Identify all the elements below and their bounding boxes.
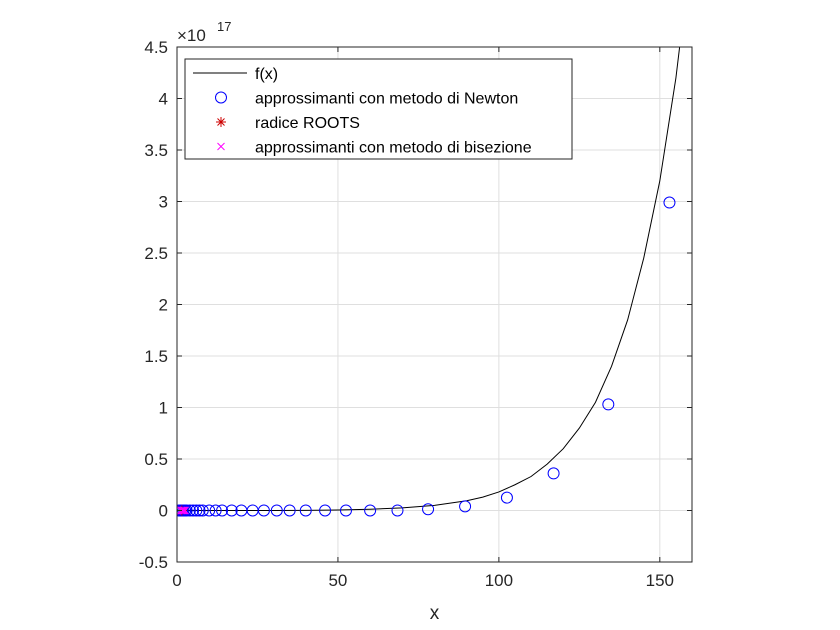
newton-point	[547, 467, 560, 480]
newton-point	[319, 504, 332, 517]
newton-point	[196, 504, 209, 517]
x-tick-label: 50	[328, 571, 347, 590]
y-tick-label: 2.5	[144, 244, 168, 263]
ticks-layer: 0 50 100 150-0.500.511.522.533.544.5	[139, 38, 692, 590]
y-tick-label: 0	[159, 502, 168, 521]
newton-point	[209, 504, 222, 517]
legend-label: approssimanti con metodo di Newton	[255, 91, 518, 108]
newton-point	[193, 504, 206, 517]
newton-point	[187, 504, 200, 517]
y-exponent-base: ×10	[177, 26, 206, 45]
bisection-point	[181, 506, 189, 515]
y-tick-label: 4.5	[144, 38, 168, 57]
y-tick-label: 2	[159, 296, 168, 315]
legend-marker-swatch	[216, 117, 226, 127]
legend-marker-swatch	[215, 91, 227, 104]
x-axis-label: x	[430, 603, 440, 624]
y-tick-label: 1	[159, 399, 168, 418]
legend-marker-swatch	[217, 142, 225, 151]
newton-point	[339, 504, 352, 517]
legend-label: radice ROOTS	[255, 115, 360, 132]
y-exponent-power: 17	[217, 19, 231, 34]
y-tick-label: 1.5	[144, 347, 168, 366]
newton-point	[270, 504, 283, 517]
legend-box	[184, 58, 573, 160]
legend-label: approssimanti con metodo di bisezione	[255, 140, 532, 157]
legend: f(x) approssimanti con metodo di Newton ra…	[184, 58, 573, 160]
y-tick-label: 3	[159, 193, 168, 212]
newton-point	[364, 504, 377, 517]
y-tick-label: 0.5	[144, 450, 168, 469]
y-tick-label: 4	[159, 90, 168, 109]
y-tick-label: -0.5	[139, 553, 168, 572]
newton-point	[190, 504, 203, 517]
x-tick-label: 0	[172, 571, 181, 590]
newton-point	[257, 504, 270, 517]
newton-point	[299, 504, 312, 517]
newton-point	[663, 196, 676, 209]
x-tick-label: 100	[485, 571, 513, 590]
newton-point	[602, 398, 615, 411]
newton-point	[283, 504, 296, 517]
newton-point	[225, 504, 238, 517]
bisection-point	[180, 506, 188, 515]
series-layer	[177, 47, 681, 517]
newton-point	[500, 491, 513, 504]
y-tick-label: 3.5	[144, 141, 168, 160]
newton-point	[459, 500, 472, 513]
newton-point	[422, 503, 435, 516]
newton-point	[203, 504, 216, 517]
y-exponent: ×10 17	[177, 19, 231, 45]
legend-label: f(x)	[255, 66, 278, 83]
newton-point	[216, 504, 229, 517]
newton-point	[391, 504, 404, 517]
x-tick-label: 150	[646, 571, 674, 590]
